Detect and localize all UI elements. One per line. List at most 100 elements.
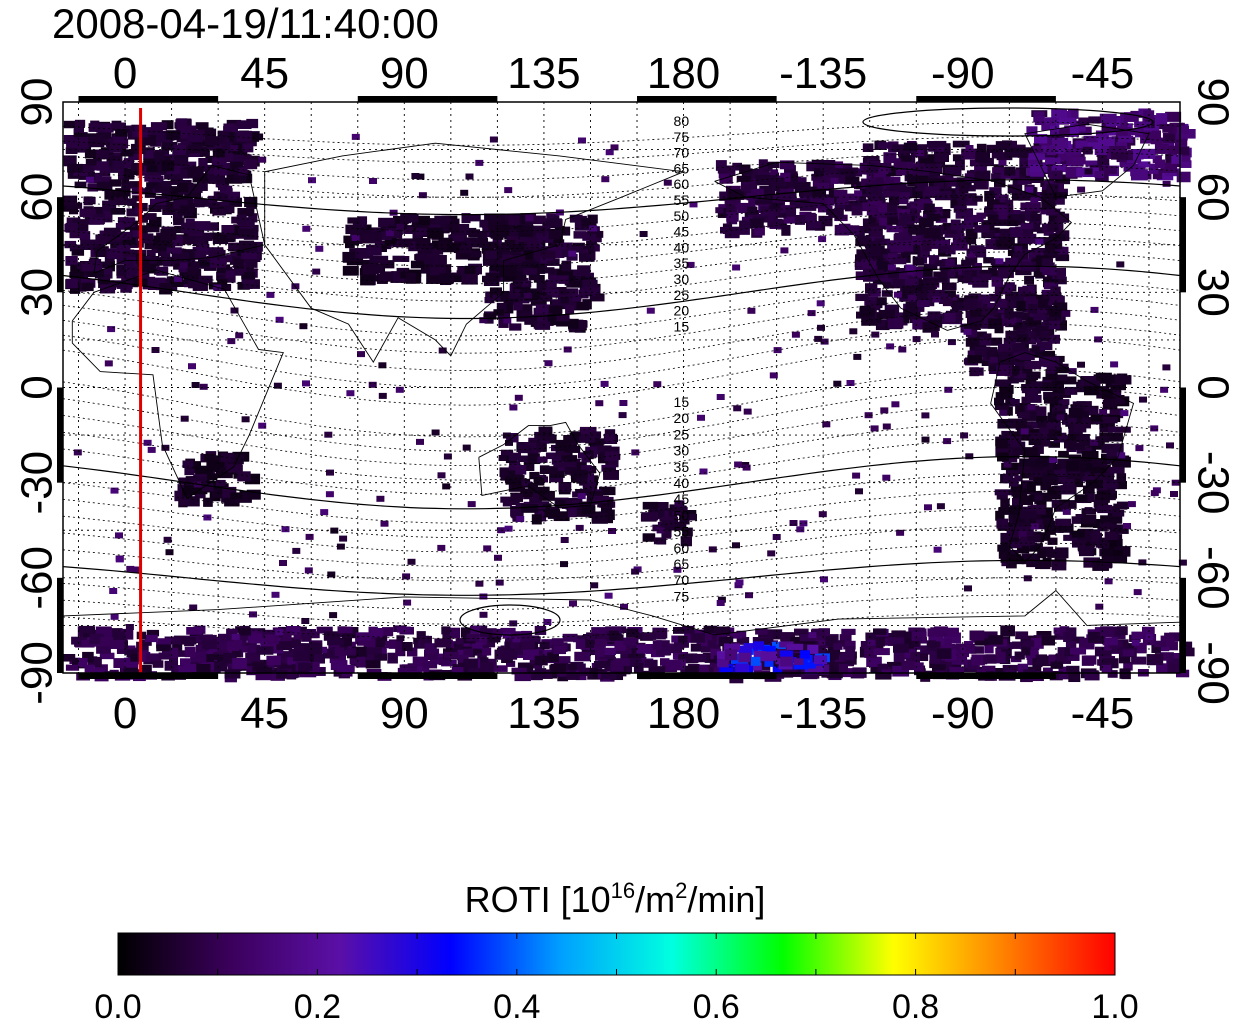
roti-cell xyxy=(865,283,878,294)
roti-cell xyxy=(1109,408,1124,419)
roti-cell xyxy=(330,660,348,670)
roti-cell xyxy=(513,302,523,311)
roti-cell xyxy=(869,193,886,203)
roti-cell xyxy=(933,181,945,189)
roti-cell xyxy=(217,130,232,139)
roti-cell xyxy=(780,191,797,203)
roti-cell xyxy=(218,633,234,642)
roti-cell xyxy=(892,208,903,219)
roti-cell xyxy=(1087,142,1102,150)
roti-cell xyxy=(486,258,504,266)
roti-cell xyxy=(229,161,243,169)
roti-cell xyxy=(1105,480,1118,489)
roti-cell xyxy=(600,499,613,508)
roti-cell xyxy=(258,422,267,429)
roti-cell xyxy=(1107,432,1123,442)
roti-cell xyxy=(675,505,687,513)
roti-cell xyxy=(1044,238,1061,245)
roti-cell xyxy=(235,493,252,503)
roti-cell xyxy=(237,208,255,217)
roti-cell xyxy=(961,259,975,266)
roti-cell xyxy=(529,636,541,644)
roti-cell xyxy=(1095,372,1112,383)
roti-cell xyxy=(509,323,522,331)
roti-cell xyxy=(591,431,602,439)
roti-cell xyxy=(733,405,742,412)
contour-label-north: 80 xyxy=(674,113,690,129)
roti-cell xyxy=(1162,638,1175,647)
roti-cell xyxy=(905,301,919,312)
roti-cell xyxy=(931,331,939,338)
roti-cell xyxy=(516,311,533,322)
roti-cell xyxy=(146,165,162,173)
roti-cell xyxy=(135,207,143,213)
roti-cell xyxy=(1022,312,1032,319)
roti-cell xyxy=(1051,559,1067,571)
roti-cell xyxy=(85,176,94,183)
roti-cell xyxy=(508,229,519,241)
colorbar-ticks: 0.0 0.2 0.4 0.6 0.8 1.0 xyxy=(94,933,1139,1024)
roti-cell xyxy=(228,140,242,147)
roti-cell xyxy=(111,192,128,201)
bottom-lon-tick-label: 0 xyxy=(113,689,137,738)
roti-cell xyxy=(238,628,252,636)
roti-cell xyxy=(489,264,502,271)
roti-cell xyxy=(935,239,951,246)
roti-cell xyxy=(789,520,798,526)
frame-bar-top xyxy=(78,96,219,102)
colorbar-title-mid: /m xyxy=(635,879,675,920)
roti-cell xyxy=(1113,553,1128,564)
roti-cell xyxy=(181,222,196,234)
roti-cell xyxy=(87,270,105,278)
roti-cell xyxy=(770,169,779,176)
roti-cell xyxy=(563,663,577,671)
roti-cell xyxy=(1156,113,1168,125)
roti-cell xyxy=(1055,188,1068,196)
roti-cell xyxy=(967,251,976,258)
roti-cell xyxy=(508,243,519,251)
roti-cell xyxy=(212,208,226,216)
map-panel: 8075706560555045403530252015152025303540… xyxy=(57,96,1196,684)
roti-cell xyxy=(864,647,877,658)
roti-cell xyxy=(434,638,452,648)
roti-cell xyxy=(600,505,613,517)
roti-cell xyxy=(227,454,244,465)
roti-cell xyxy=(143,439,152,446)
roti-cell xyxy=(94,246,107,255)
colorbar-title-sup2: 2 xyxy=(675,878,687,903)
roti-cell xyxy=(1020,155,1031,162)
roti-cell xyxy=(574,651,591,662)
roti-cell xyxy=(678,635,688,643)
roti-cell xyxy=(165,549,174,556)
roti-cell xyxy=(1039,308,1056,319)
roti-cell xyxy=(1114,426,1131,433)
roti-cell xyxy=(565,458,581,470)
roti-cell xyxy=(816,300,825,307)
roti-cell xyxy=(239,256,252,263)
roti-cell xyxy=(753,650,766,662)
roti-cell xyxy=(1072,157,1084,167)
roti-cell xyxy=(779,160,795,170)
roti-cell xyxy=(1131,169,1148,181)
roti-cell xyxy=(306,643,323,655)
roti-cell xyxy=(142,664,152,673)
roti-cell xyxy=(1126,156,1142,164)
roti-cell xyxy=(674,500,685,508)
roti-cell xyxy=(865,183,883,195)
roti-cell xyxy=(911,267,924,279)
roti-cell xyxy=(660,658,670,666)
roti-cell xyxy=(604,434,615,444)
roti-cell xyxy=(866,656,882,667)
roti-cell xyxy=(221,225,235,235)
timestamp-title: 2008-04-19/11:40:00 xyxy=(52,0,439,47)
roti-cell xyxy=(838,223,851,233)
roti-cell xyxy=(779,641,794,648)
roti-cell xyxy=(1044,466,1056,477)
roti-cell xyxy=(1055,320,1068,331)
roti-cell xyxy=(1014,651,1025,660)
roti-cell xyxy=(886,343,895,350)
roti-cell xyxy=(344,641,356,652)
roti-cell xyxy=(690,633,706,643)
roti-cell xyxy=(863,272,876,282)
roti-cell xyxy=(921,436,930,443)
